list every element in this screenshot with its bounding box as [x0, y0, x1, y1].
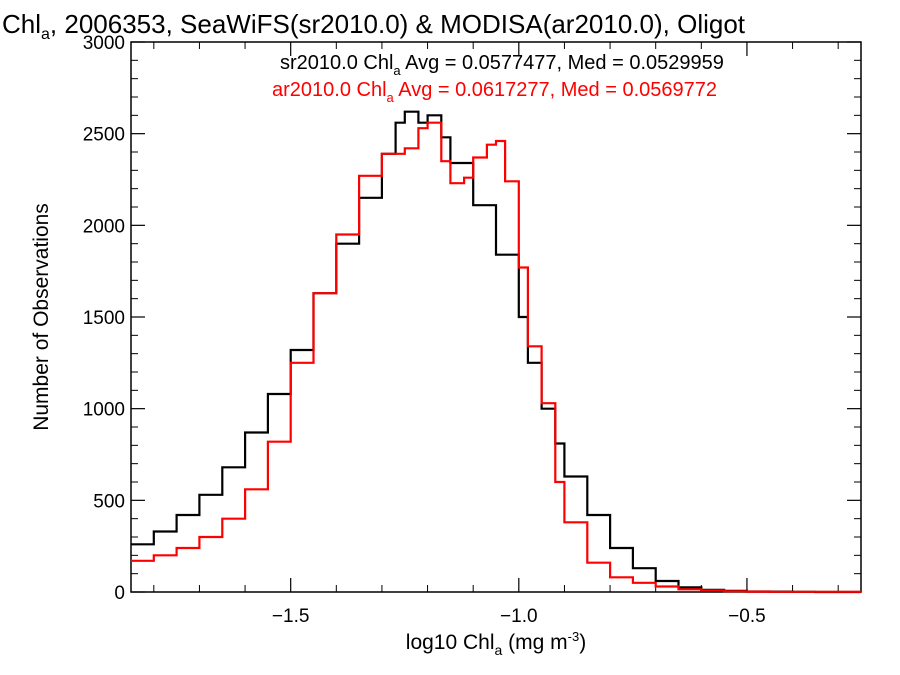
x-tick-label: −1.5	[272, 606, 310, 627]
y-tick-label: 2000	[83, 216, 125, 237]
y-tick-label: 500	[93, 491, 125, 512]
series-line-sr2010-0	[131, 110, 861, 594]
y-tick-label: 3000	[83, 33, 125, 54]
y-tick-label: 0	[114, 583, 125, 604]
y-tick-label: 2500	[83, 125, 125, 146]
axis-ticks	[131, 41, 861, 593]
legend-entry-ar2010: ar2010.0 Chla Avg = 0.0617277, Med = 0.0…	[272, 79, 717, 105]
x-axis-label: log10 Chla (mg m-3)	[406, 629, 586, 658]
y-tick-label: 1500	[83, 308, 125, 329]
plot-frame	[130, 41, 862, 593]
chart-title: Chla, 2006353, SeaWiFS(sr2010.0) & MODIS…	[2, 9, 746, 43]
y-axis-label: Number of Observations	[30, 203, 53, 431]
series-line-ar2010-0	[131, 121, 863, 593]
tick-labels: 0 500 1000 1500 2000 2500 3000 −1.5 −1.0 −0.5	[83, 33, 766, 627]
x-tick-label: −1.0	[500, 606, 538, 627]
legend-entry-sr2010: sr2010.0 Chla Avg = 0.0577477, Med = 0.0…	[280, 52, 724, 78]
data-series	[131, 110, 863, 594]
y-tick-label: 1000	[83, 400, 125, 421]
x-tick-label: −0.5	[728, 606, 766, 627]
